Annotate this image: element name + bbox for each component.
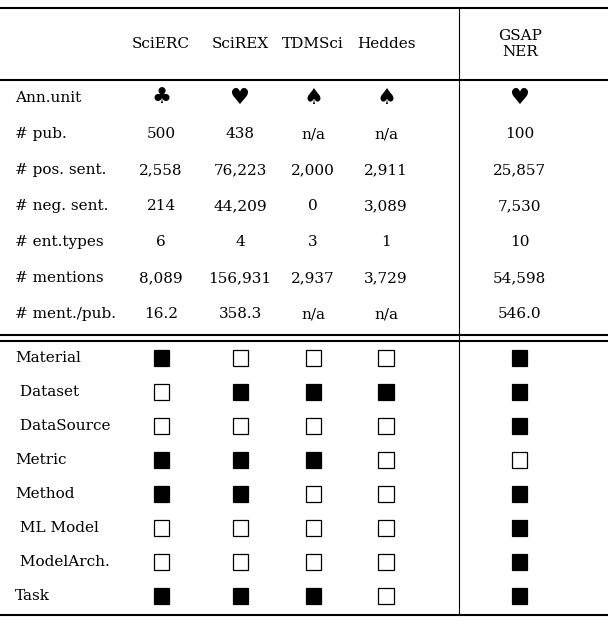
Text: 0: 0: [308, 199, 318, 213]
Bar: [153, 384, 169, 400]
Text: ♠: ♠: [376, 87, 396, 109]
Bar: [378, 384, 394, 400]
Bar: [306, 520, 321, 536]
Text: 44,209: 44,209: [213, 199, 267, 213]
Bar: [306, 486, 321, 502]
Text: ♥: ♥: [510, 87, 530, 109]
Text: # pos. sent.: # pos. sent.: [15, 163, 106, 177]
Text: # neg. sent.: # neg. sent.: [15, 199, 109, 213]
Text: 25,857: 25,857: [493, 163, 547, 177]
Text: Task: Task: [15, 589, 50, 603]
Bar: [232, 452, 248, 468]
Text: 2,911: 2,911: [364, 163, 408, 177]
Text: 2,000: 2,000: [291, 163, 335, 177]
Text: Heddes: Heddes: [357, 37, 415, 51]
Bar: [512, 452, 528, 468]
Bar: [512, 520, 528, 536]
Bar: [378, 486, 394, 502]
Bar: [153, 452, 169, 468]
Bar: [153, 486, 169, 502]
Text: n/a: n/a: [374, 127, 398, 141]
Text: 214: 214: [147, 199, 176, 213]
Bar: [378, 350, 394, 366]
Text: 1: 1: [381, 235, 391, 249]
Bar: [512, 350, 528, 366]
Text: DataSource: DataSource: [15, 419, 111, 433]
Bar: [378, 554, 394, 570]
Text: 16.2: 16.2: [144, 307, 178, 321]
Text: 2,937: 2,937: [291, 271, 335, 285]
Bar: [153, 418, 169, 434]
Bar: [232, 554, 248, 570]
Text: n/a: n/a: [374, 307, 398, 321]
Text: ♠: ♠: [303, 87, 323, 109]
Text: Material: Material: [15, 351, 81, 365]
Text: 358.3: 358.3: [218, 307, 262, 321]
Text: ML Model: ML Model: [15, 521, 99, 535]
Bar: [232, 588, 248, 604]
Text: 10: 10: [510, 235, 530, 249]
Text: # ment./pub.: # ment./pub.: [15, 307, 116, 321]
Text: 7,530: 7,530: [498, 199, 542, 213]
Bar: [512, 418, 528, 434]
Text: 54,598: 54,598: [493, 271, 547, 285]
Text: # ent.types: # ent.types: [15, 235, 104, 249]
Bar: [378, 452, 394, 468]
Text: 8,089: 8,089: [139, 271, 183, 285]
Text: 546.0: 546.0: [498, 307, 542, 321]
Bar: [306, 350, 321, 366]
Bar: [378, 588, 394, 604]
Text: TDMSci: TDMSci: [282, 37, 344, 51]
Bar: [512, 554, 528, 570]
Text: 3: 3: [308, 235, 318, 249]
Bar: [306, 588, 321, 604]
Text: # mentions: # mentions: [15, 271, 104, 285]
Bar: [378, 418, 394, 434]
Text: 4: 4: [235, 235, 245, 249]
Text: 156,931: 156,931: [209, 271, 272, 285]
Text: SciREX: SciREX: [212, 37, 269, 51]
Text: 500: 500: [147, 127, 176, 141]
Text: Dataset: Dataset: [15, 385, 79, 399]
Text: 2,558: 2,558: [139, 163, 183, 177]
Bar: [232, 486, 248, 502]
Text: 3,729: 3,729: [364, 271, 408, 285]
Text: ModelArch.: ModelArch.: [15, 555, 110, 569]
Bar: [512, 384, 528, 400]
Text: 100: 100: [505, 127, 534, 141]
Text: ♥: ♥: [230, 87, 250, 109]
Bar: [232, 384, 248, 400]
Text: # pub.: # pub.: [15, 127, 67, 141]
Text: ♣: ♣: [151, 87, 171, 109]
Text: Metric: Metric: [15, 453, 67, 467]
Bar: [306, 554, 321, 570]
Bar: [232, 418, 248, 434]
Text: GSAP
NER: GSAP NER: [498, 29, 542, 59]
Text: Ann.unit: Ann.unit: [15, 91, 81, 105]
Bar: [512, 588, 528, 604]
Bar: [232, 350, 248, 366]
Bar: [378, 520, 394, 536]
Text: 6: 6: [156, 235, 166, 249]
Text: 3,089: 3,089: [364, 199, 408, 213]
Text: Method: Method: [15, 487, 75, 501]
Bar: [153, 350, 169, 366]
Text: n/a: n/a: [301, 127, 325, 141]
Bar: [153, 588, 169, 604]
Bar: [306, 384, 321, 400]
Text: 76,223: 76,223: [213, 163, 267, 177]
Text: 438: 438: [226, 127, 255, 141]
Text: SciERC: SciERC: [132, 37, 190, 51]
Bar: [153, 520, 169, 536]
Bar: [153, 554, 169, 570]
Bar: [306, 418, 321, 434]
Bar: [512, 486, 528, 502]
Text: n/a: n/a: [301, 307, 325, 321]
Bar: [232, 520, 248, 536]
Bar: [306, 452, 321, 468]
